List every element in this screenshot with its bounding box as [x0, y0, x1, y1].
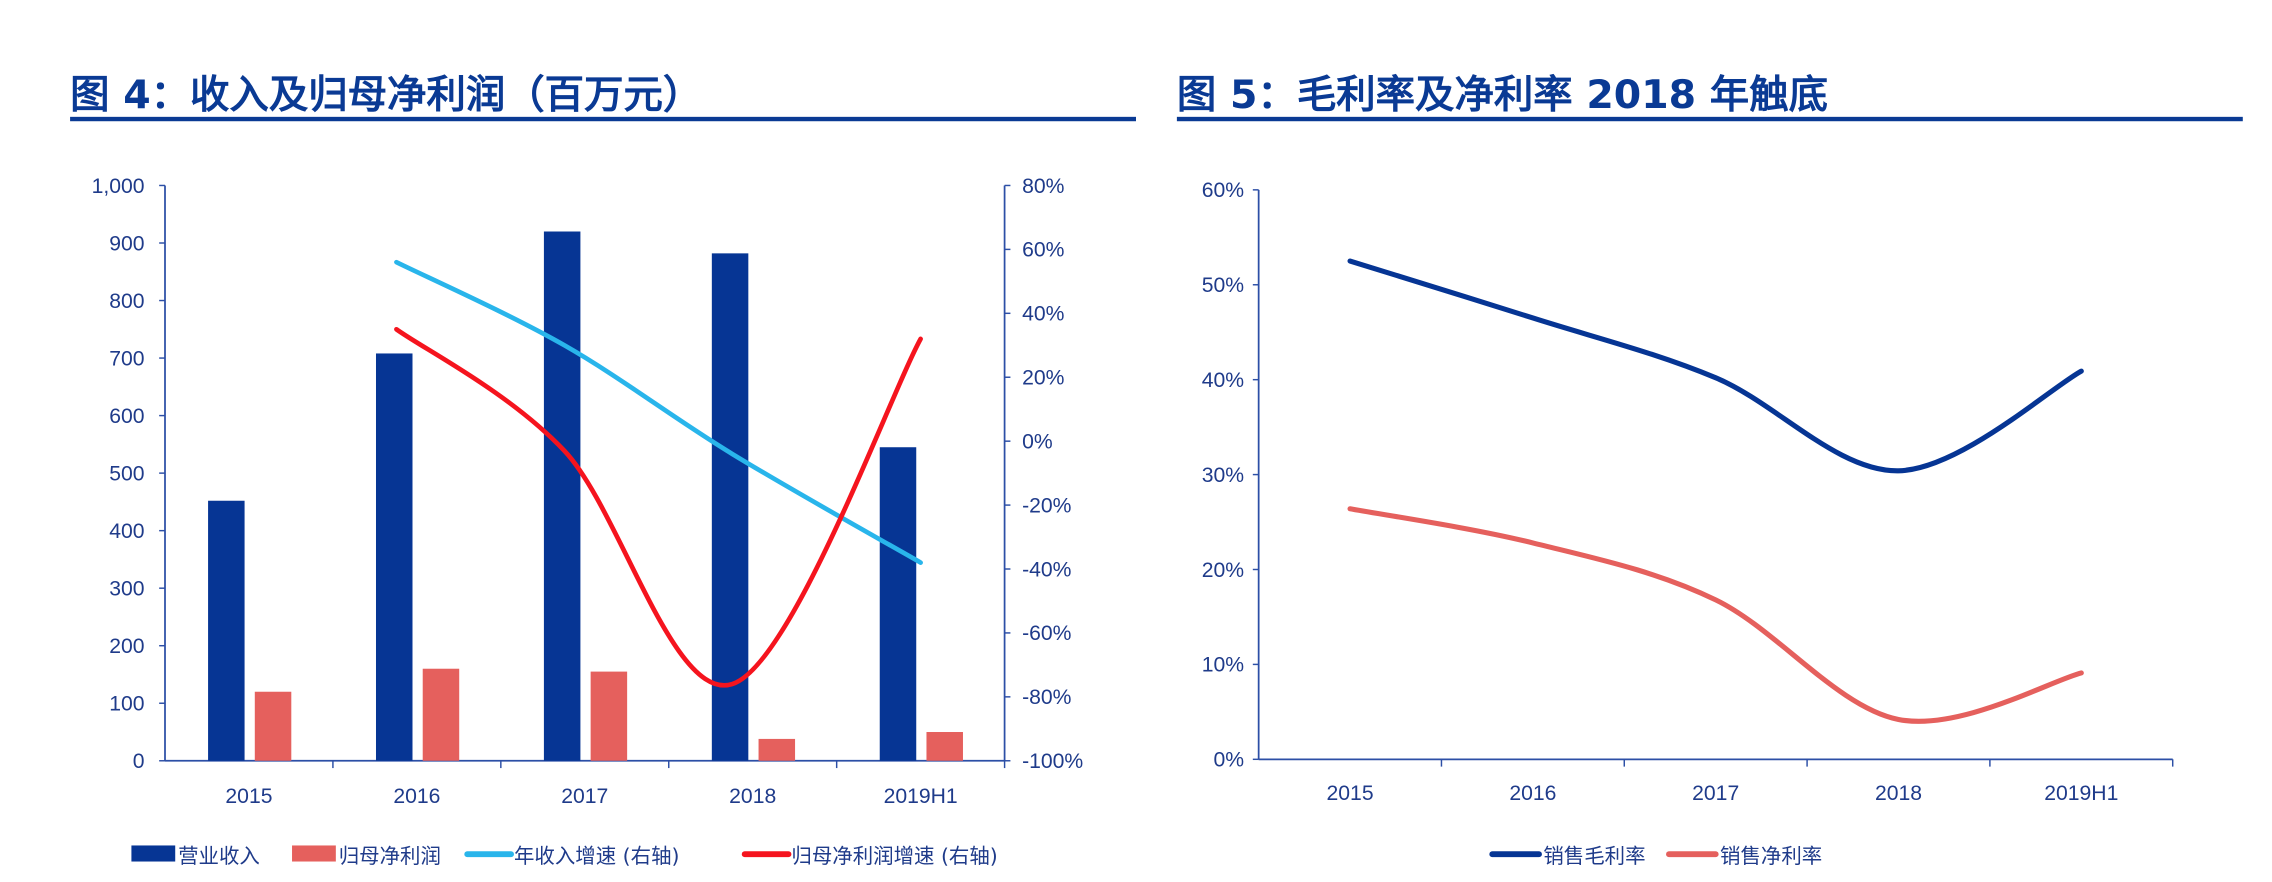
net-profit-bar-2015: [254, 691, 292, 761]
right-tick-label: 40%: [1022, 303, 1065, 326]
chart1-legend: 营业收入 归母净利润 年收入增速 (右轴) 归母净利润增速 (右轴): [131, 844, 998, 868]
chart2-title: 图 5：毛利率及净利率 2018 年触底: [1177, 72, 1828, 118]
left-tick-label: 0: [133, 750, 145, 773]
revenue-bar-2019H1: [879, 447, 917, 761]
left-tick-label: 200: [109, 635, 144, 658]
chart2-legend: 销售毛利率 销售净利率: [1489, 844, 1822, 868]
net-profit-bar-2017: [590, 671, 628, 761]
y-tick-label: 20%: [1202, 559, 1245, 582]
legend-label: 归母净利润增速 (右轴): [791, 844, 997, 868]
left-tick-label: 800: [109, 290, 144, 313]
right-tick-label: -80%: [1022, 686, 1072, 709]
net-profit-bar-2016: [422, 668, 460, 761]
chart2-title-rule: [1176, 116, 2243, 122]
net-profit-bar-2019H1: [926, 732, 963, 761]
chart2-plot: 0% 10% 20% 30% 40% 50% 60% 2015 2016 2017 2018 2019…: [1202, 179, 2174, 868]
legend-label: 销售净利率: [1720, 844, 1822, 868]
x-tick-label: 2016: [393, 785, 440, 808]
chart1-plot: 0 100 200 300 400 500 600 700 800 900 1,000 -100% -8…: [92, 175, 1084, 868]
left-tick-label: 300: [109, 577, 144, 600]
net-margin-line: [1347, 506, 2084, 724]
left-tick-label: 100: [109, 693, 144, 716]
legend-label: 销售毛利率: [1543, 844, 1645, 868]
left-tick-label: 900: [109, 232, 144, 255]
legend-swatch: [292, 845, 336, 862]
x-tick-label: 2016: [1509, 782, 1556, 805]
net-profit-bar-2018: [758, 738, 796, 761]
right-tick-label: 0%: [1022, 430, 1053, 453]
x-tick-label: 2015: [1327, 782, 1374, 805]
left-tick-label: 1,000: [92, 175, 145, 198]
right-tick-label: -40%: [1022, 558, 1072, 581]
left-tick-label: 500: [109, 462, 144, 485]
legend-label: 营业收入: [178, 844, 260, 868]
y-tick-label: 0%: [1213, 749, 1244, 772]
x-tick-label: 2018: [1875, 782, 1922, 805]
right-tick-label: 60%: [1022, 239, 1065, 262]
legend-label: 年收入增速 (右轴): [514, 844, 680, 868]
right-tick-label: -100%: [1022, 750, 1083, 773]
x-tick-label: 2018: [729, 785, 776, 808]
x-tick-label: 2017: [561, 785, 608, 808]
revenue-bar-2015: [208, 500, 245, 761]
x-tick-label: 2017: [1692, 782, 1739, 805]
gross-margin-line: [1347, 258, 2084, 474]
y-tick-label: 10%: [1202, 654, 1245, 677]
right-tick-label: -60%: [1022, 622, 1072, 645]
right-tick-label: -20%: [1022, 494, 1072, 517]
left-tick-label: 400: [109, 520, 144, 543]
x-tick-label: 2019H1: [884, 785, 958, 808]
revenue-bar-2017: [543, 231, 581, 761]
right-tick-label: 20%: [1022, 367, 1065, 390]
y-tick-label: 40%: [1202, 369, 1245, 392]
y-tick-label: 50%: [1202, 274, 1245, 297]
revenue-bar-2016: [375, 353, 413, 761]
left-tick-label: 600: [109, 405, 144, 428]
legend-label: 归母净利润: [339, 844, 441, 868]
x-tick-label: 2019H1: [2044, 782, 2118, 805]
legend-swatch: [131, 845, 176, 862]
x-tick-label: 2015: [225, 785, 272, 808]
y-tick-label: 30%: [1202, 464, 1245, 487]
y-tick-label: 60%: [1202, 179, 1245, 202]
net-profit-growth-line: [394, 326, 923, 688]
chart1-title: 图 4：收入及归母净利润（百万元）: [70, 72, 702, 118]
right-tick-label: 80%: [1022, 175, 1065, 198]
chart1-title-rule: [70, 116, 1136, 122]
left-tick-label: 700: [109, 347, 144, 370]
